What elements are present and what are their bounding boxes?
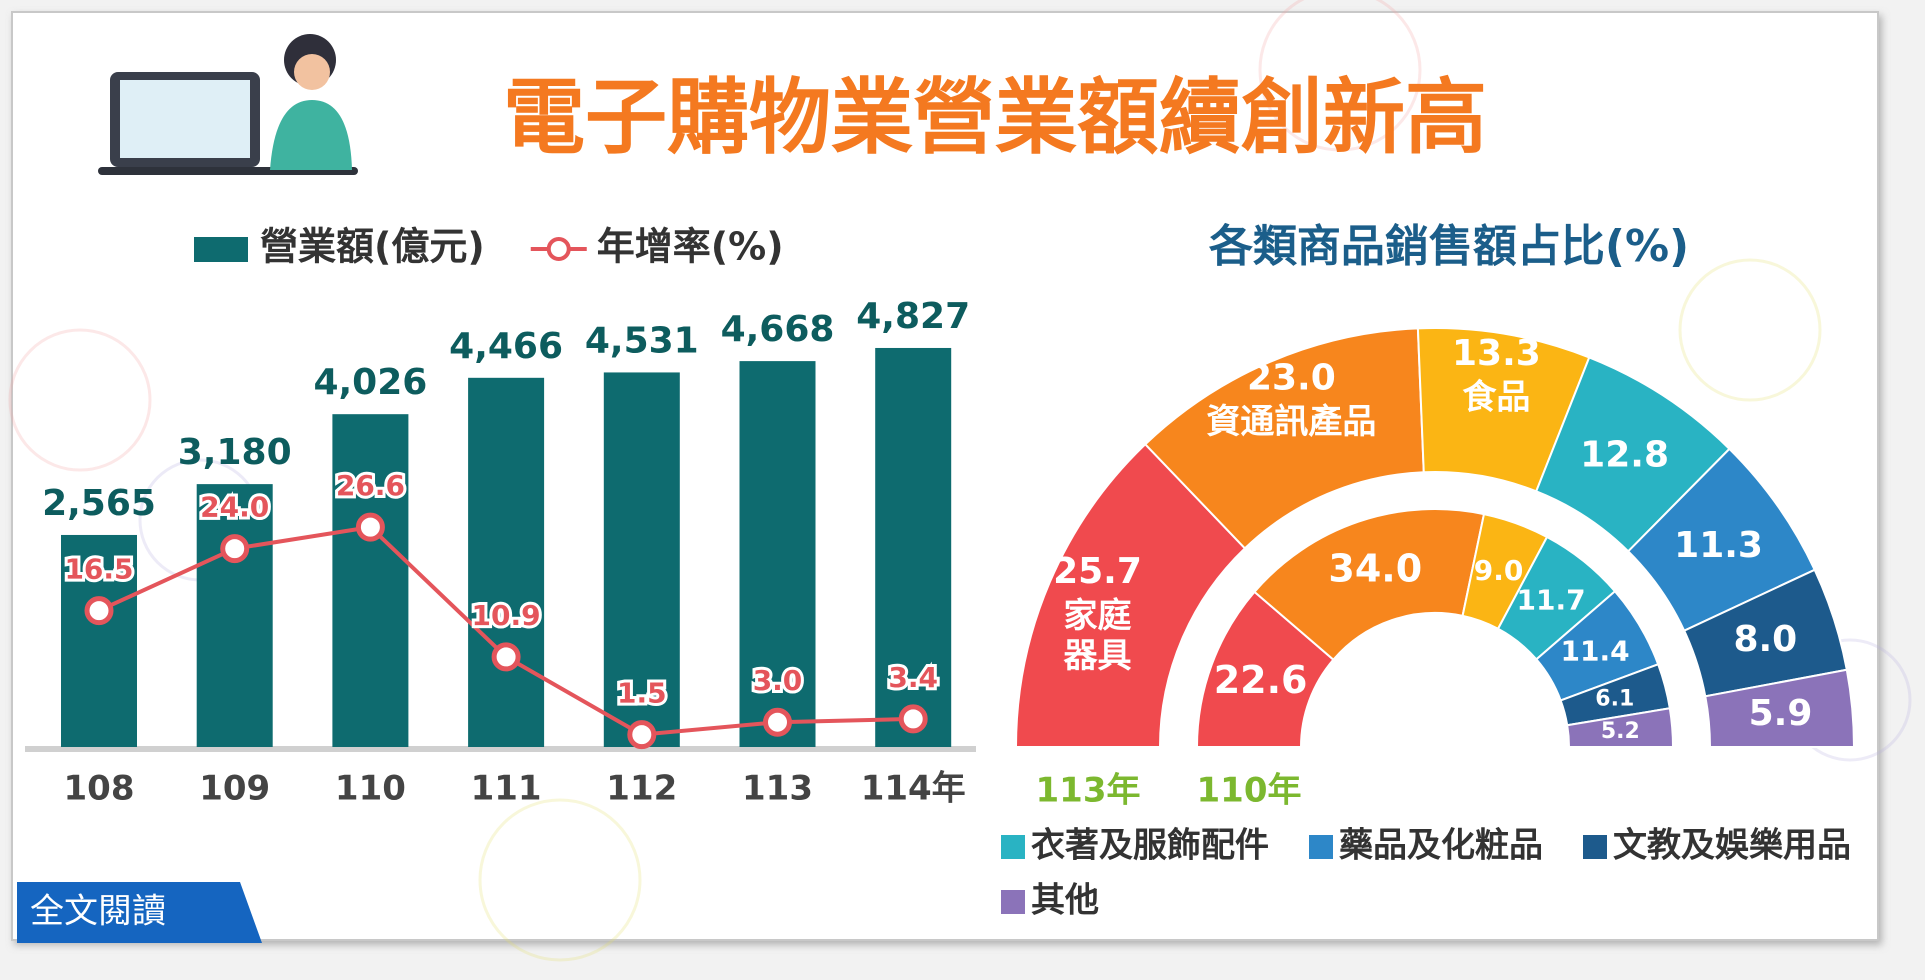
bar-value-label: 4,466 [449, 326, 563, 367]
donut-segment [1704, 668, 1856, 748]
bar [603, 372, 680, 747]
button-label[interactable]: 全文閱讀 [30, 892, 166, 932]
segment-category-label: 食品 [1462, 378, 1530, 418]
segment-value-label: 6.1 [1595, 686, 1634, 711]
segment-value-label: 23.0 [1247, 357, 1336, 398]
line-value-label: 1.5 [617, 677, 667, 710]
legend-swatch [1001, 890, 1025, 914]
line-value-label: 3.0 [753, 664, 803, 697]
line-value-label: 3.4 [888, 661, 938, 694]
line-marker [627, 720, 657, 750]
segment-value-label: 11.3 [1674, 525, 1763, 566]
line-marker [355, 512, 385, 542]
legend-label: 藥品及化粧品 [1339, 826, 1543, 866]
legend-label: 營業額(億元) [260, 225, 485, 269]
segment-category-label: 家庭器具 [1064, 595, 1132, 675]
bar [332, 414, 409, 747]
bar-value-label: 4,668 [721, 309, 835, 350]
line-value-label: 26.6 [336, 469, 405, 502]
line-value-label: 10.9 [472, 599, 541, 632]
segment-value-label: 12.8 [1580, 434, 1669, 475]
illustration [98, 34, 358, 175]
x-tick-label: 110 [335, 769, 406, 809]
chart-title: 各類商品銷售額占比(%) [1209, 221, 1689, 272]
segment-value-label: 5.2 [1601, 719, 1640, 744]
legend-swatch [1309, 835, 1333, 859]
button-shape[interactable] [17, 882, 262, 943]
segment-value-label: 11.4 [1561, 634, 1630, 667]
legend-label: 年增率(%) [597, 225, 784, 269]
donut-segment [1566, 707, 1675, 748]
x-tick-label: 114年 [861, 769, 966, 809]
bar-value-label: 2,565 [42, 483, 156, 524]
segment-value-label: 11.7 [1517, 584, 1586, 617]
segment-value-label: 22.6 [1214, 658, 1308, 702]
donut-segment [1253, 508, 1486, 662]
read-more-button[interactable]: 全文閱讀 [17, 882, 262, 943]
bar-value-label: 4,531 [585, 320, 699, 361]
legend-swatch [546, 237, 571, 261]
x-tick-label: 112 [606, 769, 677, 809]
bar [468, 377, 545, 747]
x-tick-label: 111 [471, 769, 542, 809]
line-marker [898, 704, 928, 734]
x-tick-label: 108 [64, 769, 135, 809]
segment-value-label: 34.0 [1328, 546, 1422, 590]
bar-value-label: 4,827 [856, 296, 970, 337]
legend-label: 其他 [1031, 881, 1099, 921]
legend-swatch [1001, 835, 1025, 859]
x-tick-label: 113 [742, 769, 813, 809]
bar-value-label: 4,026 [313, 362, 427, 403]
bar-value-label: 3,180 [178, 432, 292, 473]
ring-label: 113年 [1036, 771, 1141, 811]
ring-label: 110年 [1197, 771, 1302, 811]
legend-swatch [194, 237, 248, 262]
bar [875, 347, 952, 747]
segment-value-label: 8.0 [1733, 619, 1797, 660]
legend-label: 衣著及服飾配件 [1031, 826, 1269, 866]
segment-category-label: 資通訊產品 [1206, 402, 1376, 442]
bar [61, 534, 137, 747]
line-marker [84, 596, 114, 626]
line-value-label: 24.0 [200, 491, 269, 524]
segment-value-label: 9.0 [1474, 554, 1524, 587]
segment-value-label: 13.3 [1452, 333, 1541, 374]
segment-value-label: 25.7 [1053, 551, 1142, 592]
bar [739, 361, 816, 747]
main-title: 電子購物業營業額續創新高 [503, 70, 1487, 165]
line-value-label: 16.5 [64, 553, 133, 586]
line-marker [763, 707, 792, 737]
segment-value-label: 5.9 [1749, 693, 1813, 734]
line-marker [491, 642, 521, 672]
line-marker [220, 534, 250, 564]
legend-swatch [1583, 835, 1607, 859]
x-tick-label: 109 [199, 769, 270, 809]
bar [196, 484, 273, 747]
legend-label: 文教及娛樂用品 [1613, 826, 1851, 866]
